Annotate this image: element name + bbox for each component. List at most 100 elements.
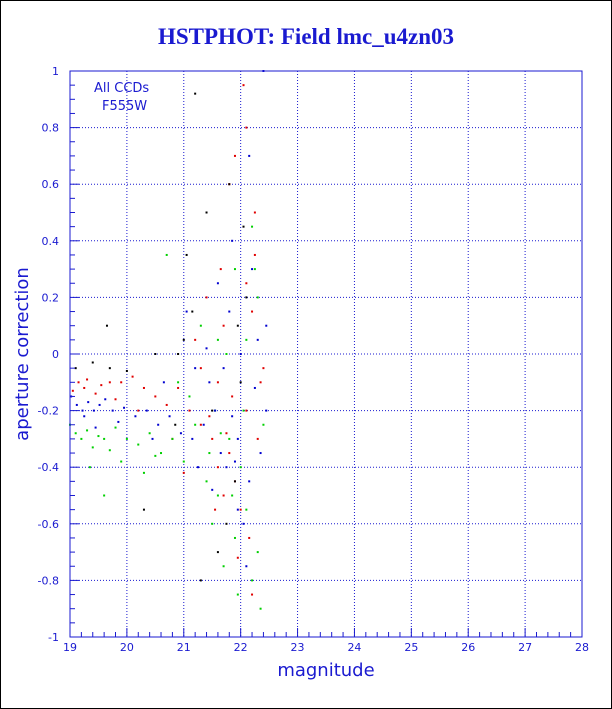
data-point xyxy=(208,381,211,384)
data-point xyxy=(245,126,248,129)
x-tick-label: 28 xyxy=(575,641,589,654)
data-point xyxy=(142,471,145,474)
data-point xyxy=(265,409,268,412)
data-point xyxy=(120,381,123,384)
data-point xyxy=(236,556,239,559)
data-point xyxy=(245,409,248,412)
y-tick-label: 0.6 xyxy=(42,178,60,191)
data-point xyxy=(236,437,239,440)
data-point xyxy=(114,398,117,401)
data-point xyxy=(94,392,97,395)
data-point xyxy=(131,375,134,378)
data-point xyxy=(219,268,222,271)
data-point xyxy=(75,403,78,406)
data-point xyxy=(165,253,168,256)
data-point xyxy=(245,565,248,568)
data-point xyxy=(245,296,248,299)
data-point xyxy=(265,324,268,327)
data-point xyxy=(251,225,254,228)
data-point xyxy=(211,522,214,525)
data-point xyxy=(251,268,254,271)
data-point xyxy=(231,415,234,418)
data-point xyxy=(114,426,117,429)
data-point xyxy=(239,353,242,355)
data-point xyxy=(125,437,128,440)
data-point xyxy=(228,437,231,440)
data-point xyxy=(219,452,222,455)
data-point xyxy=(245,338,248,341)
data-point xyxy=(214,508,217,511)
data-point xyxy=(236,324,239,327)
x-tick-label: 22 xyxy=(234,641,248,654)
data-point xyxy=(256,296,259,299)
data-point xyxy=(86,429,89,432)
data-point xyxy=(219,432,222,435)
data-point xyxy=(225,522,228,525)
data-point xyxy=(91,446,94,449)
data-point xyxy=(199,423,202,426)
data-point xyxy=(137,409,140,412)
data-point xyxy=(94,426,97,429)
data-point xyxy=(123,406,126,409)
x-axis-title: magnitude xyxy=(277,660,374,681)
data-point xyxy=(165,403,168,406)
axis-ticks xyxy=(69,70,583,638)
data-point xyxy=(117,420,120,423)
x-tick-label: 24 xyxy=(347,641,361,654)
y-tick-label: 0 xyxy=(52,348,59,361)
data-point xyxy=(251,310,254,313)
data-point xyxy=(231,395,234,398)
data-point xyxy=(185,310,188,313)
data-point xyxy=(253,211,256,214)
data-point xyxy=(97,435,100,438)
data-point xyxy=(239,508,242,511)
data-point xyxy=(231,239,234,242)
data-point xyxy=(74,432,77,435)
data-point xyxy=(216,551,219,554)
data-point xyxy=(86,378,89,381)
data-point xyxy=(242,84,245,87)
y-tick-label: -0.4 xyxy=(38,461,59,474)
chart-title: HSTPHOT: Field lmc_u4zn03 xyxy=(157,24,455,49)
x-tick-label: 20 xyxy=(120,641,134,654)
data-point xyxy=(236,593,239,596)
data-point xyxy=(182,471,185,474)
data-point xyxy=(231,494,234,497)
data-point xyxy=(160,452,163,455)
data-point xyxy=(108,381,111,384)
data-point xyxy=(71,389,74,392)
data-point xyxy=(225,432,228,435)
data-point xyxy=(134,415,137,418)
data-point xyxy=(228,183,231,186)
data-point xyxy=(87,401,90,404)
x-tick-label: 23 xyxy=(291,641,305,654)
data-point xyxy=(248,480,251,483)
data-point xyxy=(199,324,202,327)
data-point xyxy=(137,443,140,446)
y-tick-label: -0.2 xyxy=(38,405,59,418)
annotation-filter: F555W xyxy=(102,99,147,114)
data-point xyxy=(236,508,239,511)
data-points xyxy=(69,70,268,610)
data-point xyxy=(233,154,236,157)
data-point xyxy=(148,432,151,435)
data-point xyxy=(256,437,259,440)
data-point xyxy=(253,386,256,389)
data-point xyxy=(80,437,83,440)
x-tick-labels: 19 20 21 22 23 24 25 26 27 28 xyxy=(63,641,589,654)
data-point xyxy=(228,310,231,313)
data-point xyxy=(228,452,231,455)
data-point xyxy=(205,296,208,299)
data-point xyxy=(233,536,236,539)
data-point xyxy=(188,395,191,398)
data-point xyxy=(191,437,194,440)
data-point xyxy=(162,381,165,384)
data-point xyxy=(205,480,208,483)
data-point xyxy=(253,253,256,256)
data-point xyxy=(168,415,171,418)
data-point xyxy=(98,403,101,406)
data-point xyxy=(199,367,202,370)
data-point xyxy=(211,409,214,412)
data-point xyxy=(216,282,219,285)
x-tick-label: 26 xyxy=(461,641,475,654)
